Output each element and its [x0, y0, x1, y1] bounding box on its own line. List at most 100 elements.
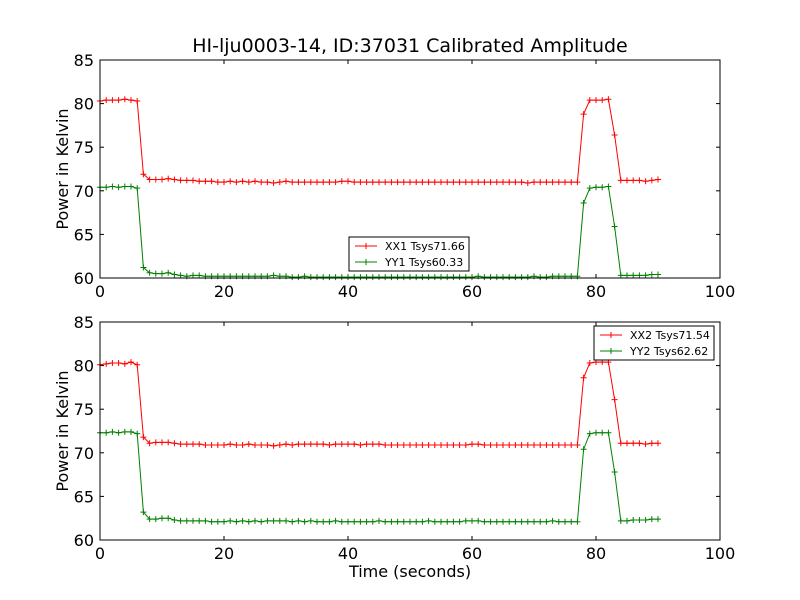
top-data-point	[462, 274, 469, 281]
top-data-point	[165, 175, 172, 182]
bottom-legend-marker	[608, 348, 614, 354]
bottom-legend-marker	[608, 332, 614, 338]
top-data-point	[648, 271, 655, 278]
top-y-tick-labels: 60 65 70 75 80 85	[74, 51, 94, 288]
top-data-point	[165, 269, 172, 276]
bottom-data-point	[481, 518, 488, 525]
bottom-data-point	[481, 441, 488, 448]
bottom-data-point	[289, 518, 296, 525]
bottom-data-point	[227, 517, 234, 524]
top-data-point	[450, 179, 457, 186]
bottom-data-point	[425, 517, 432, 524]
top-legend-box	[348, 236, 470, 272]
top-data-point	[469, 179, 475, 186]
top-data-point	[407, 179, 413, 186]
bottom-data-point	[562, 441, 568, 448]
bottom-data-point	[363, 518, 370, 525]
bottom-data-point	[456, 518, 463, 525]
bottom-data-point	[140, 509, 147, 516]
bottom-data-point	[419, 441, 426, 448]
bottom-data-point	[524, 518, 531, 525]
bottom-data-point	[345, 441, 351, 448]
bottom-data-point	[555, 518, 562, 525]
top-data-point	[177, 272, 184, 279]
top-data-point	[351, 274, 358, 281]
top-y-tick-label: 85	[74, 51, 94, 70]
bottom-data-point	[146, 440, 153, 447]
bottom-y-tick-label: 65	[74, 487, 94, 506]
top-data-point	[270, 179, 277, 186]
bottom-data-point	[301, 518, 308, 525]
top-data-point	[506, 179, 513, 186]
top-data-point	[171, 176, 178, 183]
bottom-data-point	[431, 441, 438, 448]
top-data-point	[146, 176, 153, 183]
bottom-data-point	[512, 518, 519, 525]
bottom-data-point	[568, 441, 575, 448]
top-data-point	[326, 274, 333, 281]
top-legend-label: YY1 Tsys60.33	[384, 256, 463, 269]
bottom-data-point	[475, 441, 482, 448]
bottom-data-point	[115, 359, 122, 366]
top-data-point	[593, 97, 599, 104]
bottom-data-point	[270, 517, 277, 524]
bottom-data-point	[183, 517, 190, 524]
bottom-data-point	[394, 441, 401, 448]
top-data-point	[568, 179, 575, 186]
bottom-data-point	[171, 516, 178, 523]
top-data-point	[580, 200, 587, 207]
top-y-tick-label: 65	[74, 225, 94, 244]
bottom-data-point	[295, 517, 302, 524]
top-y-tick-label: 60	[74, 269, 94, 288]
top-data-point	[481, 274, 488, 281]
top-legend-marker	[363, 243, 369, 249]
top-data-point	[518, 179, 525, 186]
bottom-data-point	[183, 441, 190, 448]
top-data-point	[593, 184, 599, 191]
bottom-data-point	[159, 439, 165, 446]
top-data-point	[214, 179, 221, 186]
top-data-point	[524, 274, 531, 281]
top-data-point	[103, 184, 110, 191]
top-data-point	[500, 274, 506, 281]
bottom-data-point	[388, 518, 395, 525]
bottom-data-point	[208, 441, 215, 448]
bottom-legend-label: YY2 Tsys62.62	[629, 345, 708, 358]
top-data-point	[363, 179, 370, 186]
bottom-x-tick-label: 0	[95, 544, 105, 563]
bottom-x-tick-label: 20	[214, 544, 234, 563]
top-data-point	[128, 97, 134, 104]
top-data-point	[506, 274, 513, 281]
bottom-data-point	[400, 441, 407, 448]
top-data-point	[109, 183, 116, 190]
top-data-point	[394, 274, 401, 281]
bottom-data-point	[332, 517, 339, 524]
top-data-point	[624, 272, 630, 279]
bottom-data-point	[190, 517, 196, 524]
bottom-y-tick-labels: 60 65 70 75 80 85	[74, 313, 94, 550]
bottom-data-point	[438, 441, 444, 448]
bottom-y-tick-label: 80	[74, 357, 94, 376]
bottom-series-layer	[97, 359, 661, 525]
top-data-point	[134, 185, 141, 192]
bottom-data-point	[555, 441, 562, 448]
top-data-point	[599, 184, 606, 191]
bottom-data-point	[624, 517, 630, 524]
top-data-point	[320, 179, 327, 186]
bottom-data-point	[537, 441, 544, 448]
top-y-axis-label: Power in Kelvin	[53, 108, 72, 229]
bottom-data-point	[500, 518, 506, 525]
bottom-data-point	[574, 441, 581, 448]
top-data-point	[140, 264, 147, 271]
bottom-data-point	[438, 518, 444, 525]
top-data-point	[258, 179, 265, 186]
bottom-data-point	[338, 518, 345, 525]
top-data-point	[642, 272, 649, 279]
top-data-point	[394, 179, 401, 186]
bottom-data-point	[512, 441, 519, 448]
bottom-data-point	[357, 518, 364, 525]
top-data-point	[537, 274, 544, 281]
top-series-layer	[97, 96, 661, 281]
bottom-data-point	[444, 518, 451, 525]
